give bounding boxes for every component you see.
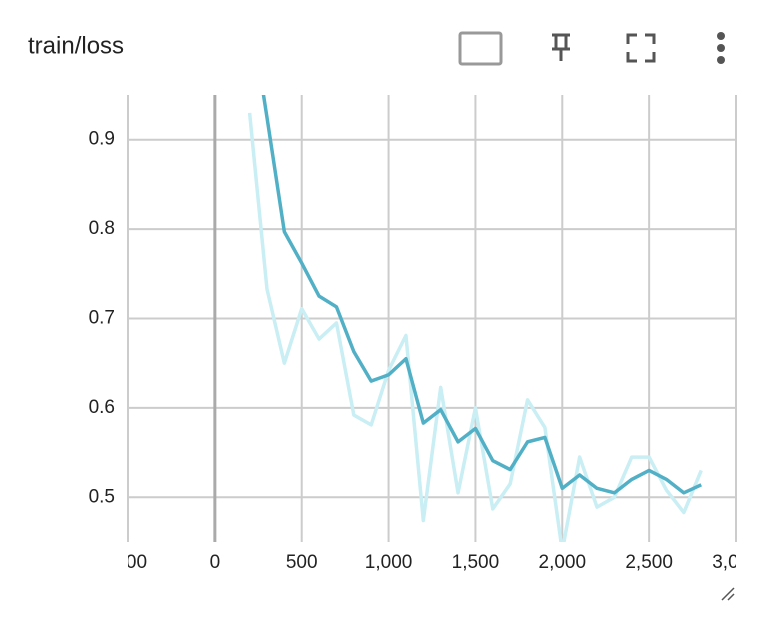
x-tick-label: 2,500 xyxy=(625,552,673,573)
x-tick-label: 2,000 xyxy=(539,552,587,573)
y-tick-label: 0.5 xyxy=(89,486,115,507)
x-tick-label: 1,000 xyxy=(365,552,413,573)
x-tick-label: 0 xyxy=(210,552,221,573)
resize-handle[interactable] xyxy=(721,587,735,601)
y-tick-label: 0.6 xyxy=(89,397,115,418)
pin-button[interactable] xyxy=(552,33,570,61)
toolbar xyxy=(458,31,656,66)
fullscreen-button[interactable] xyxy=(626,33,656,63)
y-tick-label: 0.9 xyxy=(89,129,115,150)
fit-button[interactable] xyxy=(458,31,503,66)
x-tick-label: 500 xyxy=(286,552,318,573)
menu-button[interactable] xyxy=(717,32,725,64)
series-line xyxy=(247,112,703,542)
x-tick-label: -500 xyxy=(109,552,147,573)
x-tick-label: 1,500 xyxy=(452,552,500,573)
chart-title: train/loss xyxy=(28,32,124,59)
y-tick-label: 0.8 xyxy=(89,218,115,239)
x-tick-label: 3,000 xyxy=(712,552,760,573)
y-tick-label: 0.7 xyxy=(89,308,115,329)
series-line xyxy=(261,95,702,495)
